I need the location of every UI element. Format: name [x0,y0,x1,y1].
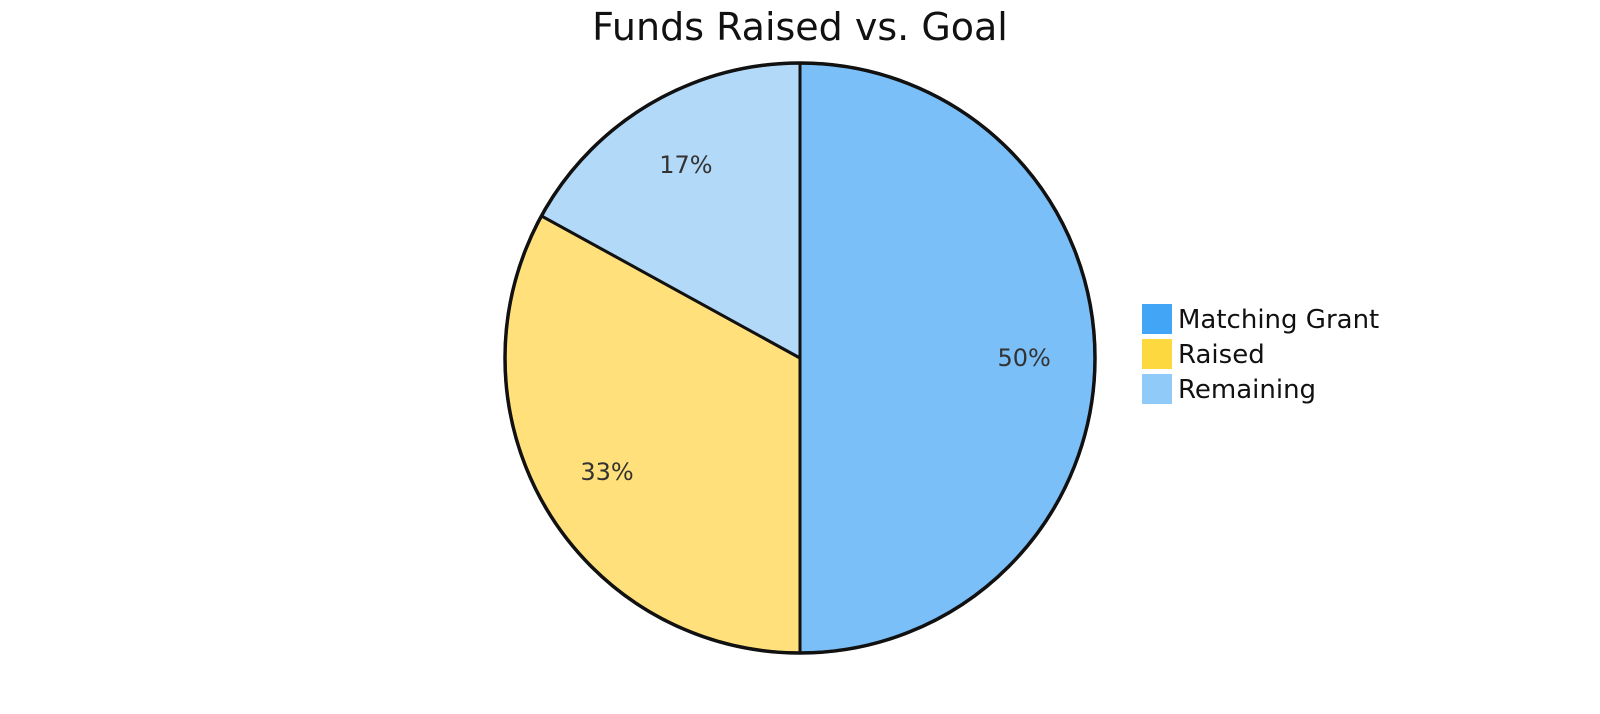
legend-label-remaining: Remaining [1178,375,1316,405]
slice-labels: 50% 33% 17% [580,151,1051,486]
legend-label-matching-grant: Matching Grant [1178,305,1379,335]
pie-outline [503,61,1097,655]
slice-label-matching-grant: 50% [998,344,1051,372]
legend-swatch-matching-grant [1142,304,1172,334]
legend-swatch-raised [1142,339,1172,369]
legend-swatch-remaining [1142,374,1172,404]
legend-label-raised: Raised [1178,340,1265,370]
chart-title: Funds Raised vs. Goal [592,5,1008,49]
slice-label-raised: 33% [580,458,633,486]
slice-label-remaining: 17% [659,151,712,179]
legend: Matching Grant Raised Remaining [1142,304,1379,405]
